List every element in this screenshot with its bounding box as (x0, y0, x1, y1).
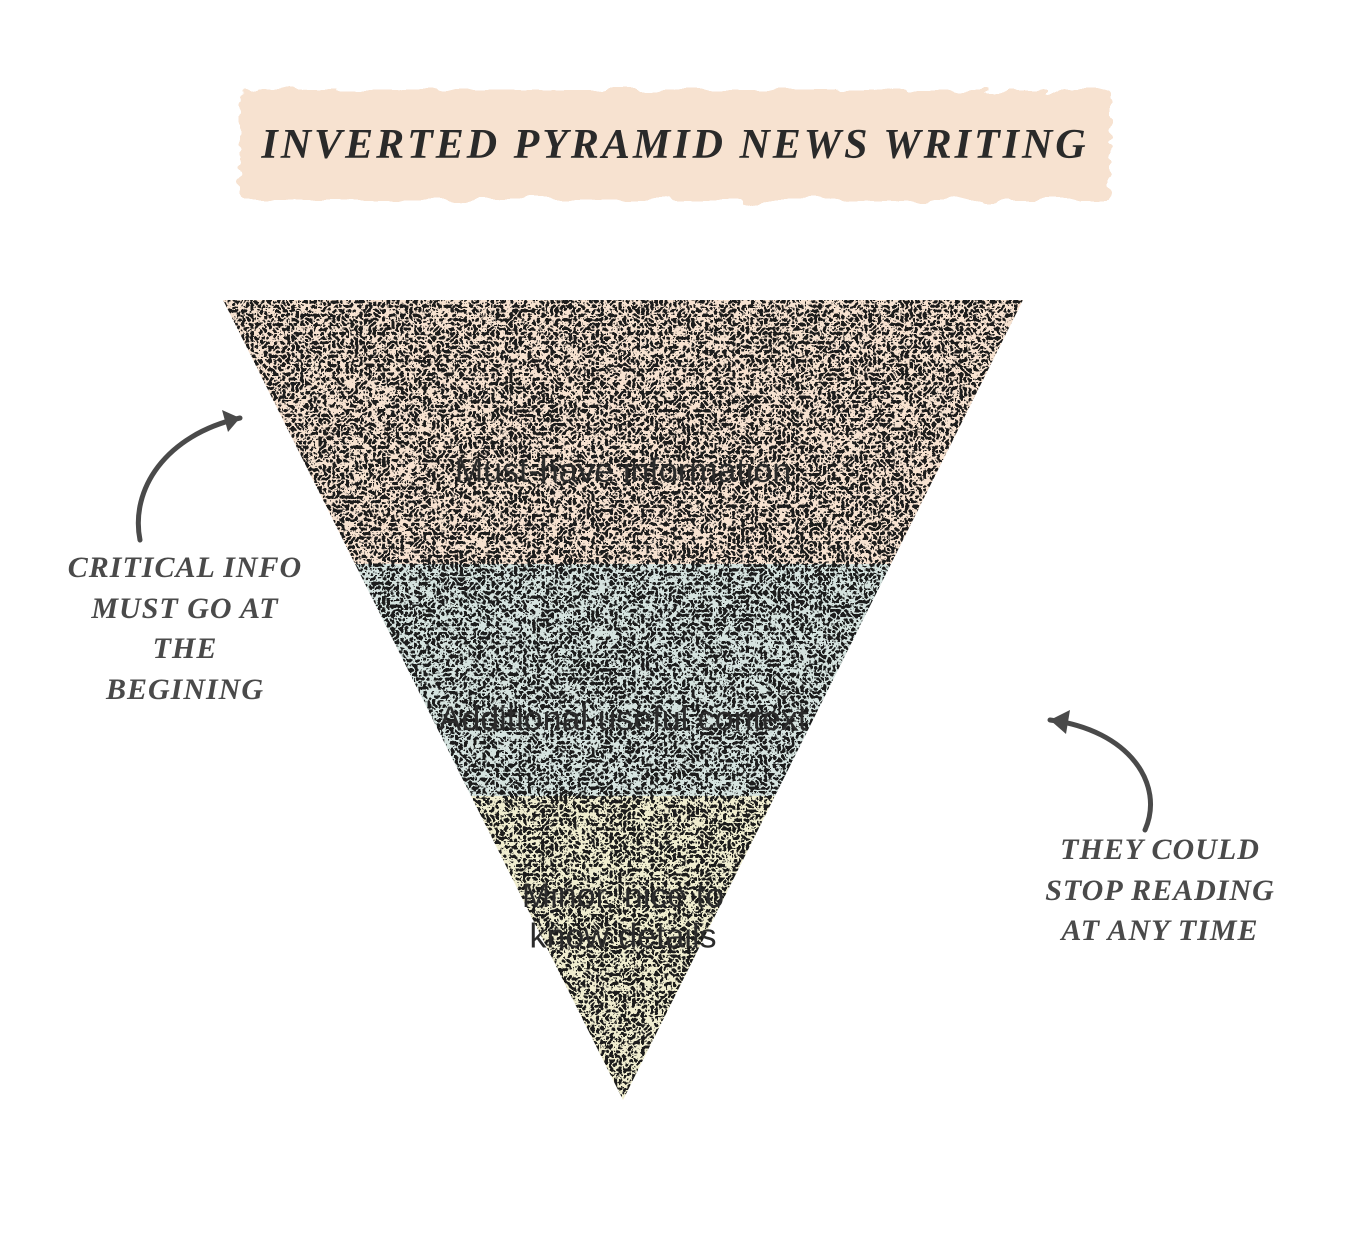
pyramid-band-label-2: know details (529, 918, 716, 956)
pyramid-svg: Must-have information Additional useful c… (223, 300, 1023, 1100)
annotation-right: THEY COULDSTOP READINGAT ANY TIME (1030, 830, 1290, 952)
arrow-left (110, 400, 280, 550)
pyramid-band-0 (223, 300, 1023, 564)
pyramid-band-1 (355, 564, 891, 796)
title-banner: INVERTED PYRAMID NEWS WRITING (240, 90, 1110, 200)
infographic-canvas: INVERTED PYRAMID NEWS WRITING Must-have … (0, 0, 1356, 1234)
pyramid-band-label-2: Minor, nice to (522, 877, 724, 915)
pyramid-band-label-1: Additional useful context (439, 700, 808, 738)
annotation-right-text: THEY COULDSTOP READINGAT ANY TIME (1045, 833, 1275, 947)
title-text: INVERTED PYRAMID NEWS WRITING (261, 121, 1088, 169)
pyramid-band-label-0: Must-have information (455, 452, 791, 490)
annotation-left-text: CRITICAL INFOMUST GO AT THEBEGINING (68, 551, 302, 706)
annotation-left: CRITICAL INFOMUST GO AT THEBEGINING (60, 548, 310, 710)
inverted-pyramid: Must-have information Additional useful c… (223, 300, 1023, 1100)
arrow-right (1020, 700, 1180, 840)
